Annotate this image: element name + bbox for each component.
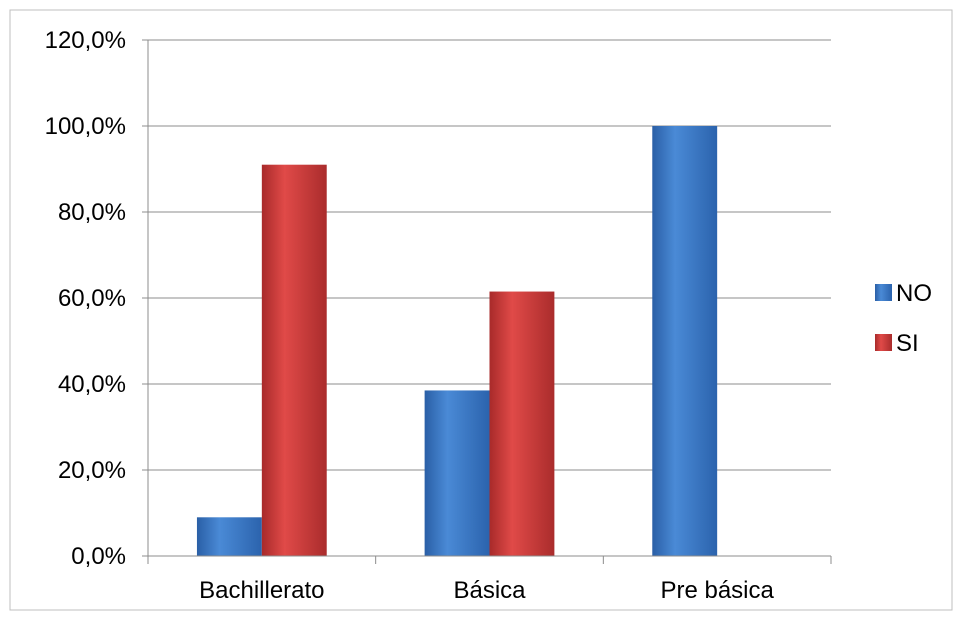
legend: NO SI xyxy=(875,280,932,357)
y-tick-label: 80,0% xyxy=(58,199,126,226)
y-tick-label: 120,0% xyxy=(45,27,126,54)
y-tick-label: 20,0% xyxy=(58,457,126,484)
legend-label: SI xyxy=(896,330,919,357)
bar-no-1 xyxy=(424,390,490,556)
bars xyxy=(196,126,718,556)
y-tick-label: 40,0% xyxy=(58,371,126,398)
legend-swatch-si xyxy=(875,334,892,351)
y-tick-label: 100,0% xyxy=(45,113,126,140)
axes xyxy=(142,39,832,564)
x-tick-label: Pre básica xyxy=(660,577,774,604)
bar-si-0 xyxy=(261,164,327,556)
y-tick-labels: 0,0% 20,0% 40,0% 60,0% 80,0% 100,0% 120,0% xyxy=(45,27,126,570)
x-tick-label: Bachillerato xyxy=(199,577,324,604)
x-tick-labels: Bachillerato Básica Pre básica xyxy=(199,577,774,604)
legend-swatch-no xyxy=(875,284,892,301)
bar-no-0 xyxy=(196,517,262,556)
bar-no-2 xyxy=(652,126,718,556)
bar-si-1 xyxy=(489,291,555,556)
legend-label: NO xyxy=(896,280,932,307)
x-tick-label: Básica xyxy=(453,577,526,604)
y-tick-label: 0,0% xyxy=(71,543,126,570)
y-tick-label: 60,0% xyxy=(58,285,126,312)
